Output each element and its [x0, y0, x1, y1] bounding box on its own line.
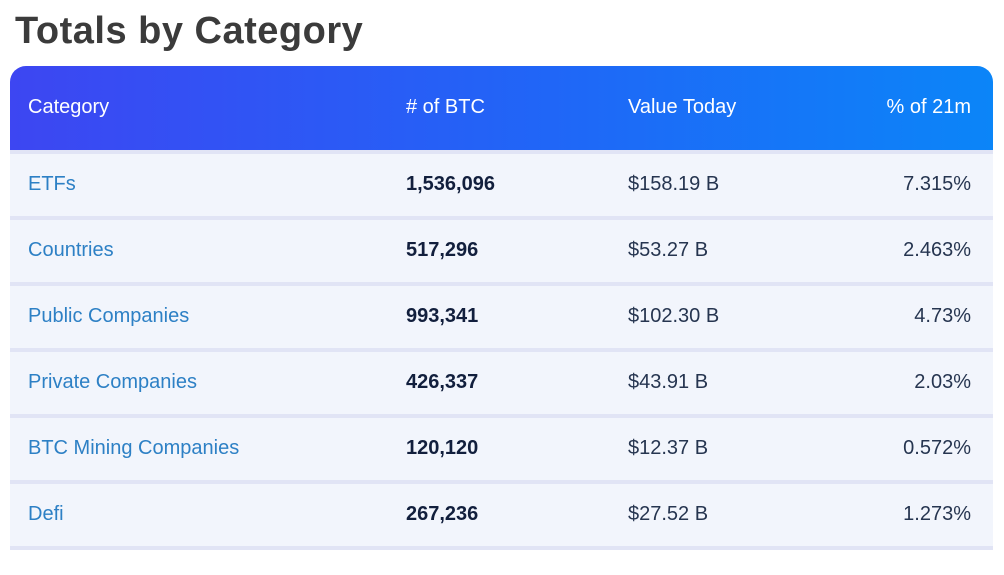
table-row: Defi 267,236 $27.52 B 1.273%	[10, 479, 993, 546]
category-link-countries[interactable]: Countries	[28, 239, 114, 262]
page-title: Totals by Category	[15, 10, 364, 52]
btc-count: 120,120	[406, 437, 479, 460]
column-header-value-today: Value Today	[628, 96, 737, 119]
category-link-etfs[interactable]: ETFs	[28, 173, 76, 196]
column-header-pct-21m: % of 21m	[886, 96, 971, 119]
pct-of-21m: 4.73%	[914, 305, 971, 328]
category-link-defi[interactable]: Defi	[28, 503, 64, 526]
column-header-category: Category	[28, 96, 110, 119]
table-row: BTC Mining Companies 120,120 $12.37 B 0.…	[10, 413, 993, 480]
btc-count: 426,337	[406, 371, 479, 394]
column-header-btc: # of BTC	[406, 96, 485, 119]
table-row: Public Companies 993,341 $102.30 B 4.73%	[10, 281, 993, 348]
table-row: Countries 517,296 $53.27 B 2.463%	[10, 215, 993, 282]
pct-of-21m: 0.572%	[903, 437, 971, 460]
btc-count: 267,236	[406, 503, 479, 526]
totals-table: Category # of BTC Value Today % of 21m E…	[10, 65, 993, 550]
btc-count: 517,296	[406, 239, 479, 262]
category-link-btc-mining-companies[interactable]: BTC Mining Companies	[28, 437, 240, 460]
pct-of-21m: 2.463%	[903, 239, 971, 262]
value-today: $53.27 B	[628, 239, 709, 262]
value-today: $102.30 B	[628, 305, 720, 328]
pct-of-21m: 7.315%	[903, 173, 971, 196]
category-link-public-companies[interactable]: Public Companies	[28, 305, 190, 328]
value-today: $158.19 B	[628, 173, 720, 196]
category-link-private-companies[interactable]: Private Companies	[28, 371, 197, 394]
table-row: ETFs 1,536,096 $158.19 B 7.315%	[10, 149, 993, 216]
btc-count: 993,341	[406, 305, 479, 328]
value-today: $12.37 B	[628, 437, 709, 460]
value-today: $43.91 B	[628, 371, 709, 394]
table-row: Private Companies 426,337 $43.91 B 2.03%	[10, 347, 993, 414]
pct-of-21m: 2.03%	[914, 371, 971, 394]
table-header-row: Category # of BTC Value Today % of 21m	[10, 65, 993, 150]
btc-count: 1,536,096	[406, 173, 495, 196]
value-today: $27.52 B	[628, 503, 709, 526]
pct-of-21m: 1.273%	[903, 503, 971, 526]
